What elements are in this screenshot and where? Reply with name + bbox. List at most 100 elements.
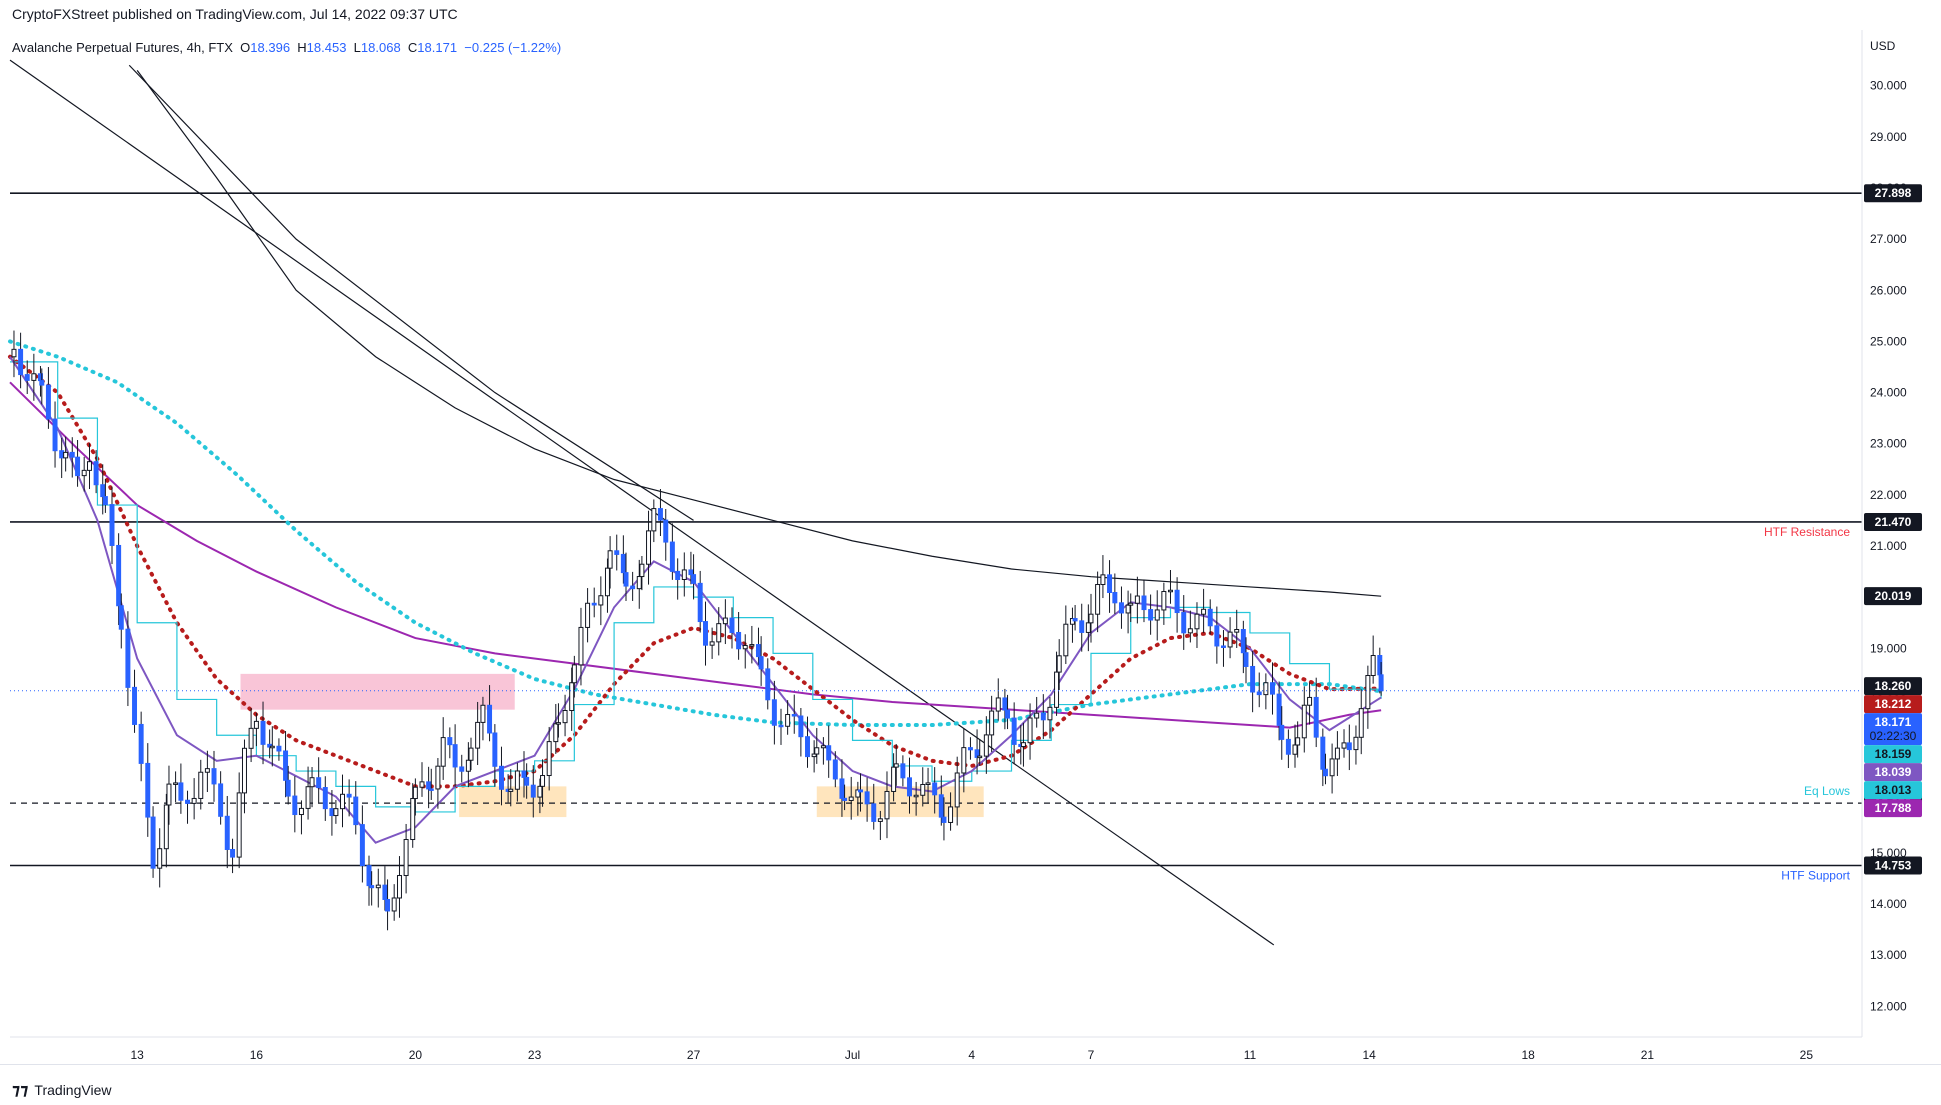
candle-body	[1181, 612, 1187, 634]
candle-body	[316, 777, 322, 789]
candle-body	[305, 786, 311, 809]
candle-body	[961, 747, 967, 774]
candle-body	[1322, 768, 1328, 777]
candle-body	[1011, 717, 1017, 745]
y-tick-4: 26.000	[1870, 283, 1907, 297]
candle-body	[1201, 608, 1207, 615]
candle-body	[260, 720, 266, 745]
candle-body	[1313, 696, 1319, 738]
candle-body	[877, 818, 883, 822]
high-label: H	[297, 40, 307, 55]
x-tick-7: 7	[1088, 1048, 1095, 1062]
candle-body	[1088, 613, 1094, 624]
candle-body	[729, 617, 735, 633]
candle-body	[623, 572, 629, 587]
candle-body	[440, 737, 446, 767]
price-tag-7	[1864, 799, 1922, 818]
candle-body	[749, 644, 755, 647]
level-annotation-3: HTF Support	[1781, 869, 1850, 883]
candle-body	[298, 807, 304, 816]
publisher-header: CryptoFXStreet published on TradingView.…	[12, 6, 458, 22]
trendline-steep	[128, 64, 694, 521]
price-tag-label-2: 18.212	[1875, 697, 1912, 711]
candle-body	[771, 699, 777, 726]
symbol-exchange: FTX	[208, 40, 233, 55]
supply-zone	[240, 673, 515, 710]
price-tag-label-5: 18.039	[1875, 765, 1912, 779]
candle-body	[791, 714, 797, 717]
candle-body	[1227, 631, 1233, 648]
tradingview-logo-icon[interactable]: ⁊⁊	[12, 1082, 29, 1099]
price-tag-1	[1864, 677, 1922, 696]
candle-body	[39, 380, 45, 386]
price-tag-4	[1864, 745, 1922, 764]
candle-body	[839, 778, 845, 799]
candle-body	[1134, 595, 1140, 604]
y-tick-5: 25.000	[1870, 334, 1907, 348]
candle-body	[1079, 620, 1085, 633]
candle-body	[309, 777, 315, 788]
candle-body	[468, 747, 474, 761]
candle-body	[191, 797, 197, 804]
y-tick-6: 24.000	[1870, 386, 1907, 400]
candle-body	[1320, 736, 1326, 770]
candle-body	[230, 848, 236, 858]
series-black-ma	[136, 69, 1382, 597]
candle-body	[778, 724, 784, 728]
candle-body	[1346, 742, 1352, 751]
candle-body	[1107, 574, 1113, 593]
open-value: 18.396	[250, 40, 291, 55]
candle-body	[675, 570, 681, 580]
candle-body	[1214, 625, 1220, 647]
candle-body	[333, 808, 339, 817]
candle-body	[248, 727, 254, 749]
candle-body	[69, 451, 75, 458]
candle-body	[932, 782, 938, 796]
level-tag-label-1: 21.470	[1875, 515, 1912, 529]
candle-body	[1047, 706, 1053, 721]
candle-body	[938, 794, 944, 818]
candle-body	[569, 682, 575, 711]
candle-body	[102, 496, 108, 506]
y-tick-15: 15.000	[1870, 846, 1907, 860]
candle-body	[1250, 665, 1256, 693]
y-tick-1: 29.000	[1870, 130, 1907, 144]
candle-body	[1154, 609, 1160, 621]
candle-body	[1269, 682, 1275, 695]
candle-body	[45, 384, 51, 420]
candle-body	[1027, 717, 1033, 744]
candle-body	[1005, 709, 1011, 719]
candle-body	[722, 617, 728, 625]
candle-body	[1112, 591, 1118, 604]
candle-body	[1063, 623, 1069, 657]
symbol-name[interactable]: Avalanche Perpetual Futures	[12, 40, 180, 55]
candle-body	[419, 781, 425, 788]
candle-body	[116, 544, 122, 607]
candle-body	[118, 605, 124, 630]
x-tick-9: 14	[1363, 1048, 1377, 1062]
candle-body	[578, 626, 584, 666]
candle-body	[636, 576, 642, 590]
candle-body	[375, 884, 381, 889]
candle-body	[1148, 609, 1154, 621]
candle-body	[540, 775, 546, 787]
x-tick-3: 23	[528, 1048, 542, 1062]
candle-body	[359, 824, 365, 867]
candle-body	[1240, 629, 1246, 654]
candle-body	[346, 793, 352, 798]
candle-body	[716, 623, 722, 643]
symbol-interval[interactable]: 4h	[186, 40, 202, 55]
x-tick-0: 13	[130, 1048, 144, 1062]
candle-body	[1085, 622, 1091, 633]
candle-body	[913, 794, 919, 798]
candle-body	[954, 772, 960, 808]
candle-body	[145, 762, 151, 818]
x-tick-6: 4	[968, 1048, 975, 1062]
candle-body	[1292, 744, 1298, 755]
candle-body	[1378, 674, 1384, 692]
tradingview-logo-text[interactable]: TradingView	[34, 1082, 112, 1098]
candle-body	[1295, 737, 1301, 746]
level-annotation-2: Eq Lows	[1804, 784, 1850, 798]
candle-body	[1285, 738, 1291, 755]
